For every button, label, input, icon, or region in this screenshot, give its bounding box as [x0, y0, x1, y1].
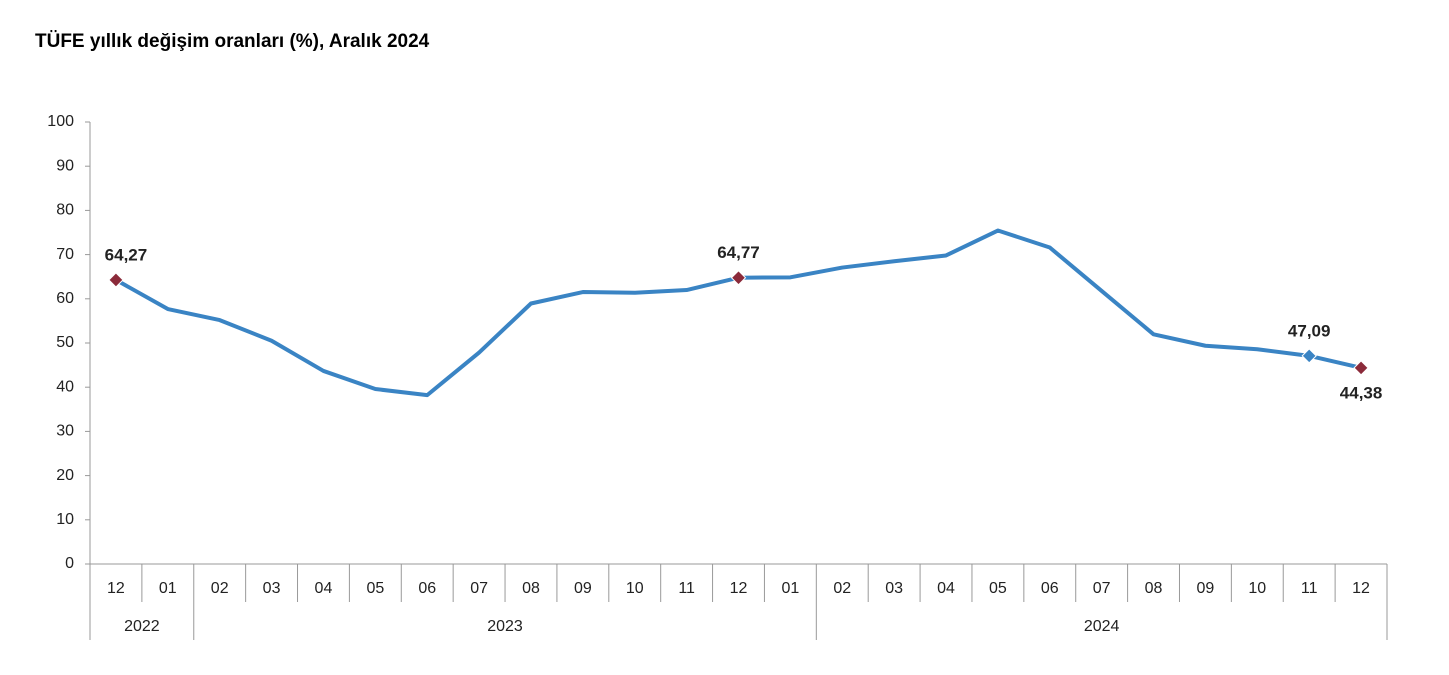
x-tick-label: 03 [263, 580, 281, 597]
y-tick-label: 90 [56, 157, 74, 174]
x-tick-label: 03 [885, 580, 903, 597]
y-tick-label: 20 [56, 467, 74, 484]
data-marker [1301, 348, 1317, 364]
y-tick-label: 60 [56, 290, 74, 307]
y-tick-label: 0 [65, 555, 74, 572]
data-marker [108, 272, 124, 288]
x-tick-label: 07 [470, 580, 488, 597]
x-tick-label: 07 [1093, 580, 1111, 597]
y-tick-label: 10 [56, 511, 74, 528]
x-tick-label: 06 [418, 580, 436, 597]
value-label: 47,09 [1288, 321, 1331, 340]
x-tick-label: 10 [626, 580, 644, 597]
chart-title: TÜFE yıllık değişim oranları (%), Aralık… [35, 31, 430, 52]
y-tick-label: 80 [56, 202, 74, 219]
x-tick-label: 06 [1041, 580, 1059, 597]
x-tick-label: 04 [937, 580, 955, 597]
x-tick-label: 12 [730, 580, 748, 597]
x-tick-label: 04 [315, 580, 333, 597]
x-tick-label: 05 [989, 580, 1007, 597]
y-tick-label: 50 [56, 334, 74, 351]
x-tick-label: 11 [678, 580, 695, 597]
y-tick-label: 70 [56, 246, 74, 263]
x-tick-label: 11 [1301, 580, 1318, 597]
x-tick-label: 12 [107, 580, 125, 597]
x-tick-label: 10 [1248, 580, 1266, 597]
year-label: 2023 [487, 618, 523, 635]
year-label: 2022 [124, 618, 160, 635]
x-tick-label: 05 [366, 580, 384, 597]
value-label: 64,77 [717, 243, 760, 262]
x-tick-label: 02 [833, 580, 851, 597]
x-tick-label: 09 [1197, 580, 1215, 597]
data-marker [1353, 360, 1369, 376]
x-tick-label: 01 [159, 580, 177, 597]
x-tick-label: 08 [1145, 580, 1163, 597]
x-tick-label: 12 [1352, 580, 1370, 597]
value-label: 64,27 [105, 245, 148, 264]
data-marker [730, 270, 747, 286]
x-tick-label: 01 [781, 580, 799, 597]
value-label: 44,38 [1340, 383, 1383, 402]
x-tick-label: 09 [574, 580, 592, 597]
y-tick-label: 100 [47, 113, 74, 130]
x-tick-label: 02 [211, 580, 229, 597]
y-tick-label: 40 [56, 378, 74, 395]
year-label: 2024 [1084, 618, 1120, 635]
x-tick-label: 08 [522, 580, 540, 597]
y-tick-label: 30 [56, 423, 74, 440]
